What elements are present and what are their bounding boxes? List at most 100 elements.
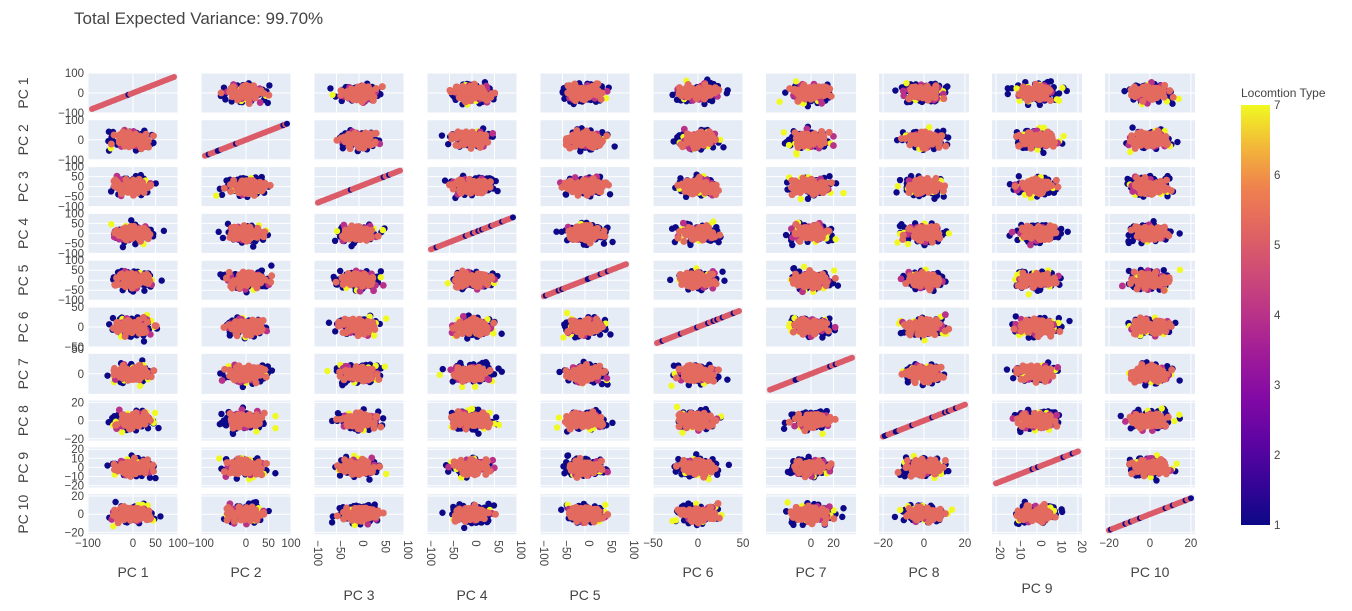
scatter-point (1055, 97, 1063, 104)
scatter-point (704, 87, 712, 95)
scatter-point (792, 78, 800, 85)
scatter-point (261, 179, 269, 187)
panel-1-8 (879, 72, 969, 114)
scatter-point (461, 84, 469, 92)
scatter-point (576, 91, 584, 99)
scatter-point (253, 186, 261, 194)
scatter-point (241, 182, 249, 190)
scatter-point (892, 87, 899, 94)
point-cloud (107, 171, 159, 200)
scatter-point (137, 178, 145, 186)
y-tick-label: 0 (78, 88, 84, 100)
panel-3-5 (539, 166, 631, 208)
y-tick-label: 100 (65, 68, 84, 80)
point-cloud (670, 125, 727, 153)
scatter-point (489, 130, 497, 137)
scatter-point (448, 87, 456, 95)
scatter-point (1164, 140, 1172, 148)
scatter-point (723, 90, 730, 97)
scatter-point (669, 91, 676, 99)
scatter-point (1013, 85, 1020, 92)
scatter-point (561, 179, 569, 187)
scatter-point (1038, 94, 1046, 102)
scatter-point (358, 98, 366, 106)
scatter-point (913, 185, 921, 193)
y-axis-title: PC 1 (15, 77, 31, 108)
scatter-point (940, 193, 947, 200)
scatter-point (110, 131, 118, 139)
scatter-point (1016, 97, 1023, 104)
scatter-point (1130, 83, 1138, 91)
panel-1-7 (766, 72, 856, 114)
panel-3-2 (200, 166, 292, 208)
scatter-point (1034, 137, 1042, 145)
scatter-point (720, 144, 727, 151)
scatter-point (339, 145, 347, 152)
scatter-point (133, 134, 141, 142)
scatter-point (134, 187, 142, 195)
scatter-point (932, 82, 940, 90)
scatter-point (712, 181, 720, 189)
scatter-point (940, 95, 948, 103)
scatter-point (942, 142, 950, 150)
point-cloud (556, 173, 614, 200)
scatter-point (149, 132, 157, 140)
point-cloud (1006, 173, 1062, 201)
scatter-point (449, 185, 457, 193)
scatter-point (448, 135, 456, 143)
scatter-point (819, 179, 827, 187)
scatter-point (464, 96, 472, 104)
panel-3-6 (652, 166, 744, 208)
scatter-point (217, 89, 225, 97)
scatter-point (1154, 127, 1162, 135)
point-cloud (438, 125, 497, 152)
scatter-point (445, 140, 452, 148)
scatter-point (1046, 97, 1054, 105)
scatter-point (1041, 130, 1049, 138)
scatter-point (491, 89, 499, 97)
scatter-point (146, 182, 154, 190)
scatter-point (686, 132, 694, 140)
point-cloud (89, 74, 177, 112)
scatter-point (124, 133, 132, 141)
scatter-point (259, 185, 267, 193)
chart-title: Total Expected Variance: 99.70% (74, 9, 324, 28)
scatter-point (128, 178, 136, 186)
scatter-point (694, 137, 702, 145)
scatter-point (240, 91, 248, 99)
scatter-point (343, 90, 351, 98)
point-cloud (217, 80, 273, 108)
scatter-point (582, 180, 590, 188)
scatter-point (912, 140, 920, 148)
scatter-point (903, 79, 910, 87)
scatter-point (689, 141, 697, 149)
scatter-point (577, 148, 584, 155)
panel-2-5 (539, 119, 631, 161)
scatter-point (790, 181, 798, 189)
scatter-point (588, 188, 596, 196)
scatter-point (372, 129, 380, 137)
scatter-point (800, 130, 808, 138)
panel-2-2 (200, 119, 292, 161)
scatter-point (462, 136, 470, 144)
scatter-point (118, 190, 126, 198)
scatter-point (565, 83, 573, 91)
scatter-point (1136, 88, 1144, 96)
scatter-point (807, 186, 815, 194)
scatter-point (265, 91, 273, 99)
scatter-point (1030, 89, 1038, 97)
y-tick-label: −50 (64, 192, 84, 204)
scatter-point (804, 195, 812, 203)
scatter-point (327, 85, 334, 92)
scatter-point (780, 129, 788, 136)
scatter-point (926, 124, 933, 131)
scatter-point (931, 195, 938, 202)
scatter-point (258, 173, 265, 181)
scatter-point (793, 149, 800, 157)
scatter-point (920, 136, 928, 144)
panel-1-3 (313, 72, 405, 114)
scatter-point (695, 173, 703, 181)
scatter-point (1144, 130, 1152, 138)
panel-3-3 (313, 166, 405, 208)
scatter-point (944, 134, 952, 141)
